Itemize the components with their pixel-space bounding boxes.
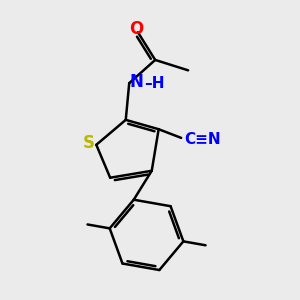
- Text: O: O: [129, 20, 143, 38]
- Text: C≡N: C≡N: [184, 132, 220, 147]
- Text: S: S: [83, 134, 95, 152]
- Text: –H: –H: [144, 76, 164, 91]
- Text: N: N: [130, 74, 144, 92]
